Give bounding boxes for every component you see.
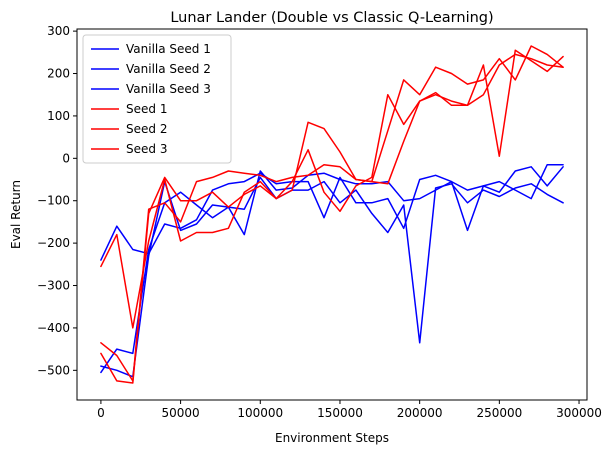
series-line-vanilla-seed-1 xyxy=(100,163,564,261)
legend-box xyxy=(82,34,232,164)
x-tick-label: 100000 xyxy=(237,406,283,420)
legend: Vanilla Seed 1 Vanilla Seed 2 Vanilla Seed… xyxy=(82,34,232,164)
legend-entry-label: Seed 1 xyxy=(126,102,167,116)
chart-title: Lunar Lander (Double vs Classic Q-Learni… xyxy=(170,10,493,26)
y-axis: −500 −400 −300 −200 −100 0 100 200 300 xyxy=(37,24,77,377)
y-tick-label: −300 xyxy=(37,279,70,293)
plot-frame xyxy=(76,28,588,401)
y-tick-label: 100 xyxy=(47,109,70,123)
y-tick-label: −100 xyxy=(37,194,70,208)
y-tick-label: −200 xyxy=(37,236,70,250)
y-tick-label: −400 xyxy=(37,321,70,335)
series-line-vanilla-seed-2 xyxy=(100,176,564,374)
y-tick-label: 200 xyxy=(47,67,70,81)
series-line-vanilla-seed-3 xyxy=(100,166,564,378)
x-tick-label: 150000 xyxy=(317,406,363,420)
legend-entry-label: Seed 2 xyxy=(126,122,167,136)
x-tick-label: 50000 xyxy=(162,406,200,420)
legend-entry-label: Seed 3 xyxy=(126,142,167,156)
x-tick-label: 250000 xyxy=(476,406,522,420)
series-line-seed-3 xyxy=(100,49,564,329)
x-tick-label: 0 xyxy=(97,406,105,420)
y-tick-label: 300 xyxy=(47,24,70,38)
legend-entry-label: Vanilla Seed 2 xyxy=(126,62,211,76)
x-axis: 0 50000 100000 150000 200000 250000 300000 xyxy=(97,400,602,420)
x-tick-label: 200000 xyxy=(397,406,443,420)
x-tick-label: 300000 xyxy=(556,406,602,420)
x-axis-label: Environment Steps xyxy=(275,431,389,445)
legend-entry-label: Vanilla Seed 3 xyxy=(126,82,211,96)
series-layer xyxy=(100,45,564,384)
series-line-seed-1 xyxy=(100,53,564,382)
y-tick-label: 0 xyxy=(62,151,70,165)
y-axis-label: Eval Return xyxy=(9,180,23,249)
plot-area xyxy=(76,28,588,401)
y-tick-label: −500 xyxy=(37,363,70,377)
legend-entry-label: Vanilla Seed 1 xyxy=(126,42,211,56)
